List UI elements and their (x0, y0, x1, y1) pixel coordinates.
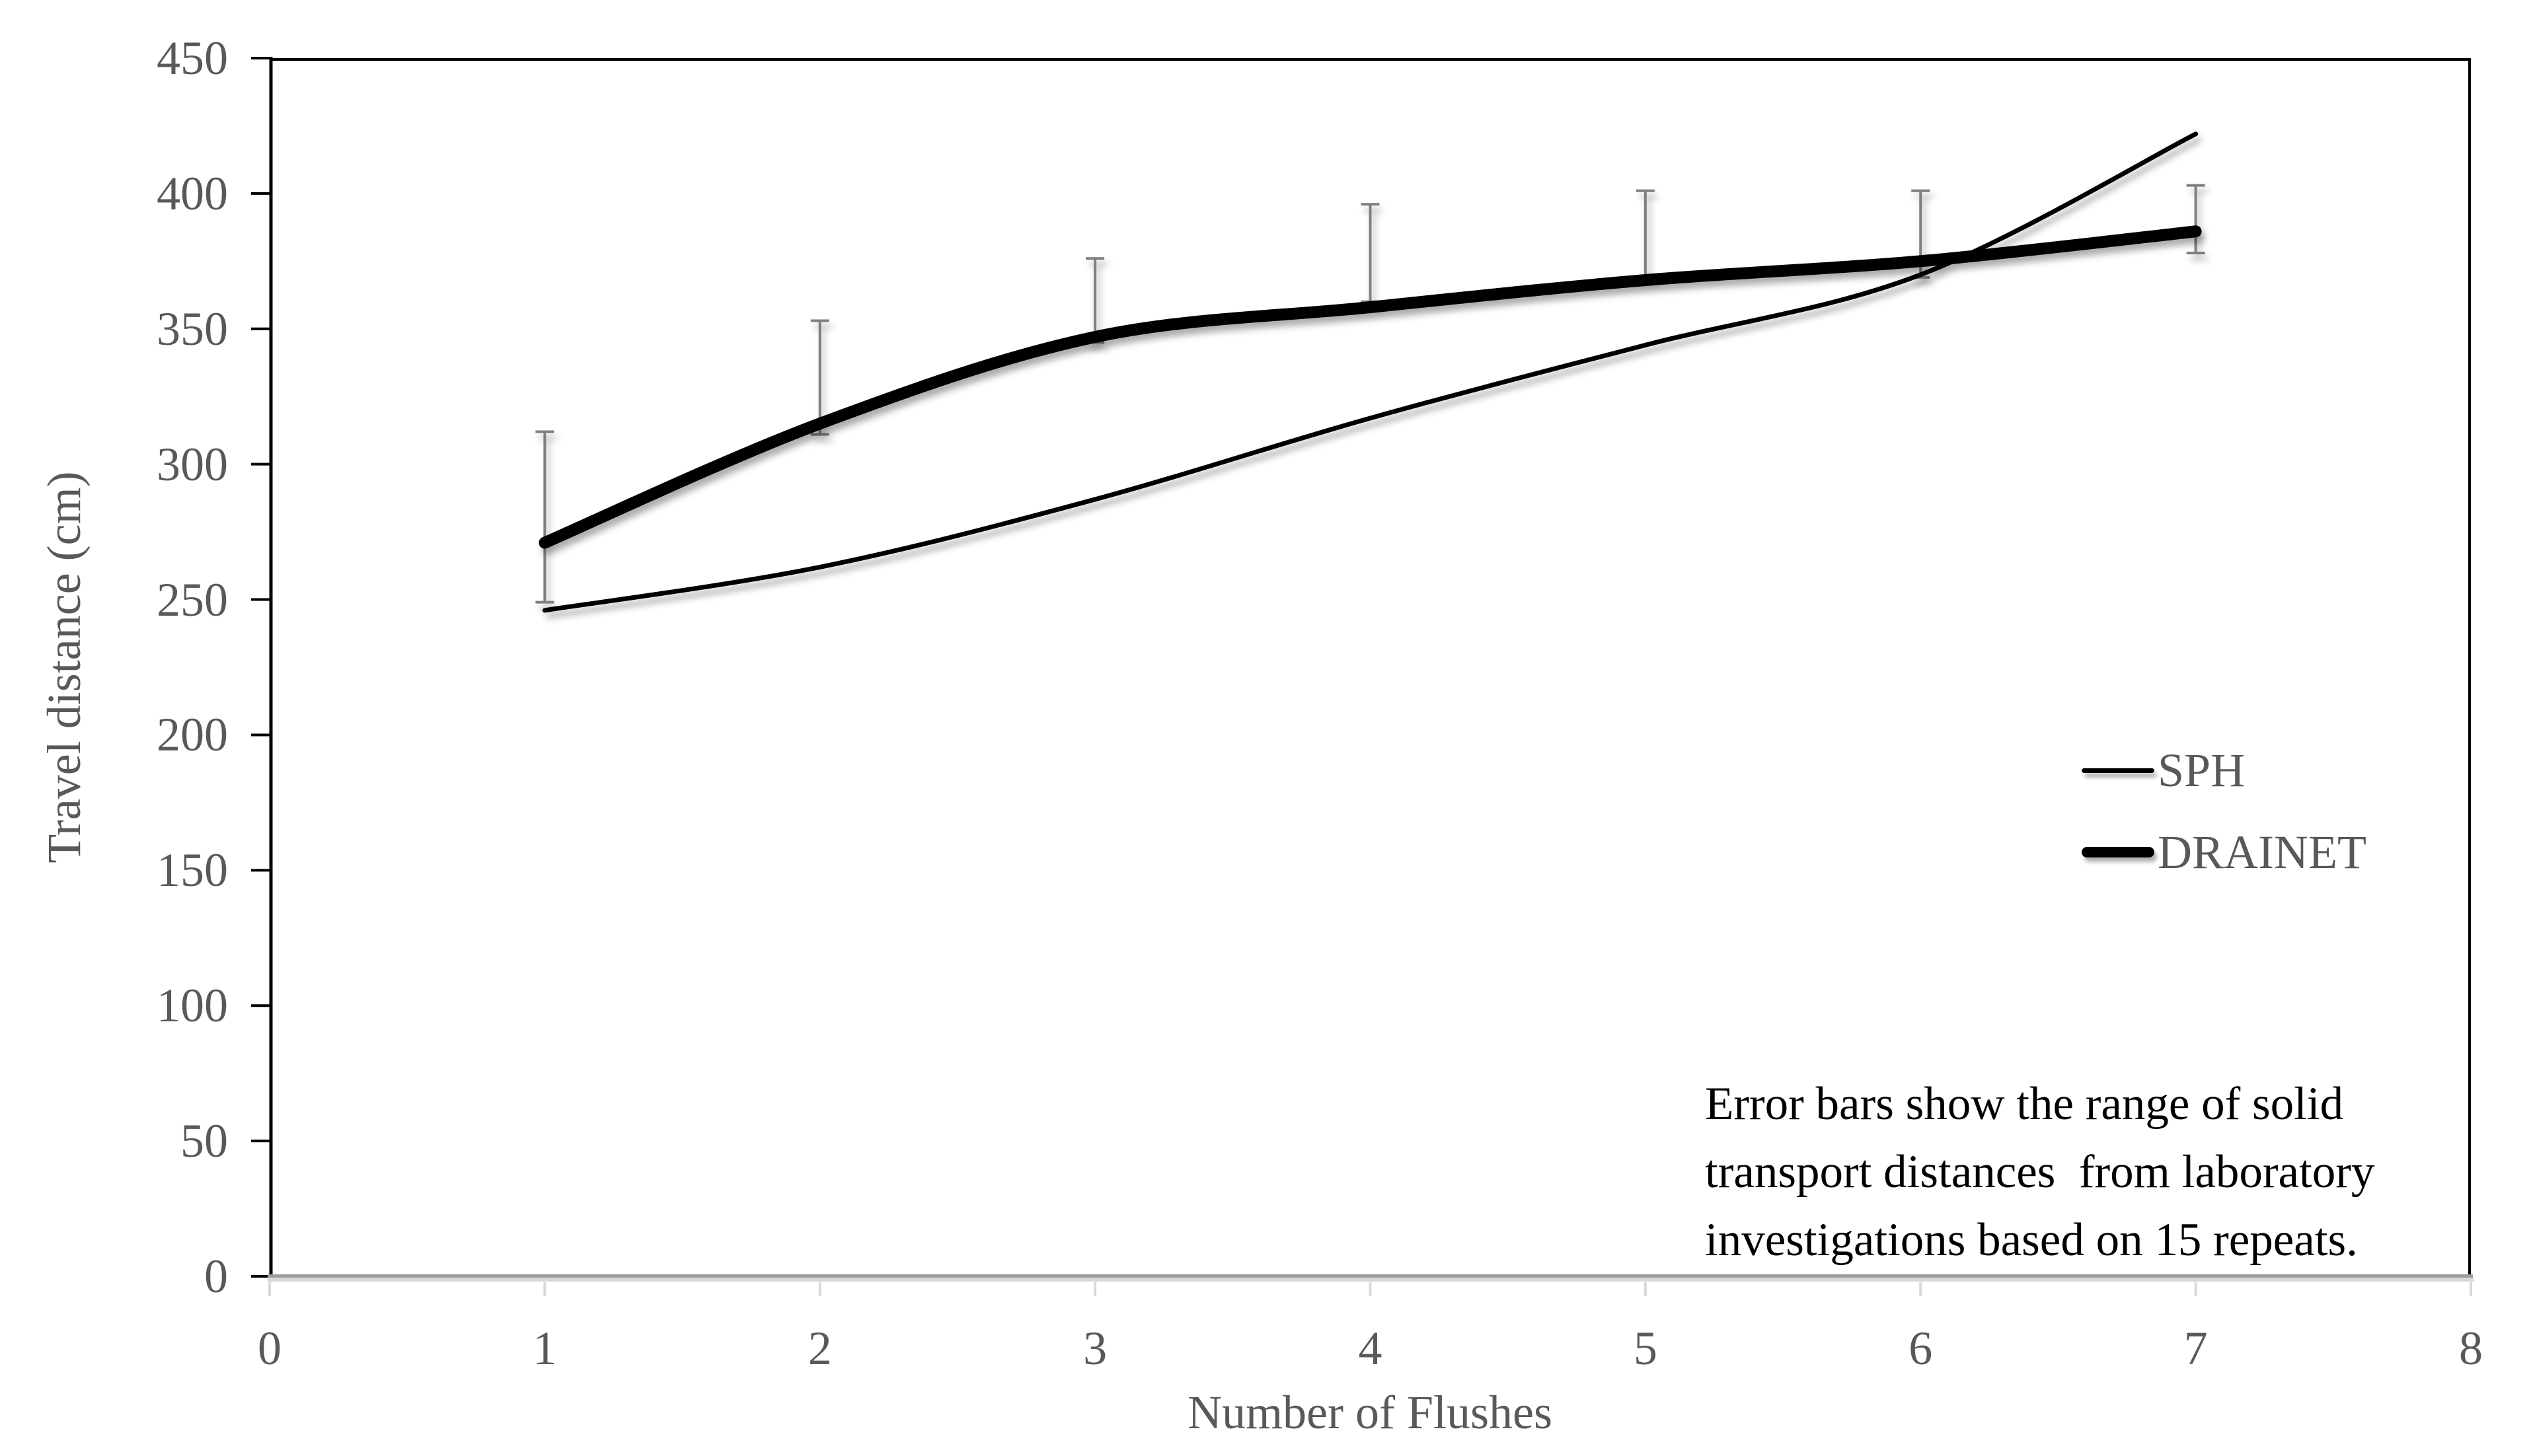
sph-legend-swatch (2082, 768, 2154, 773)
x-tick-label: 4 (1358, 1322, 1382, 1375)
drainet-legend-swatch (2082, 847, 2154, 857)
y-tick-label: 200 (157, 708, 228, 762)
x-tick-label: 6 (1909, 1322, 1933, 1375)
y-tick-label: 400 (157, 166, 228, 220)
error-bar (1636, 189, 1655, 279)
error-bar (810, 319, 829, 436)
annotation-line: investigations based on 15 repeats. (1705, 1214, 2358, 1266)
y-tick-label: 450 (157, 32, 228, 85)
y-tick-label: 150 (157, 844, 228, 897)
y-tick-label: 50 (180, 1114, 228, 1168)
x-tick-label: 5 (1633, 1322, 1657, 1375)
y-tick-label: 0 (204, 1250, 228, 1303)
sph-line (542, 131, 2199, 613)
x-tick-label: 8 (2459, 1322, 2483, 1375)
error-bar (535, 430, 554, 604)
legend-label: SPH (2158, 744, 2246, 797)
error-bar (1361, 203, 1380, 303)
y-axis-title: Travel distance (cm) (38, 471, 91, 863)
x-tick-label: 1 (533, 1322, 557, 1375)
x-axis-line-shadow (268, 1278, 2474, 1282)
x-axis-line (268, 1274, 2473, 1278)
y-tick-label: 250 (157, 573, 228, 626)
error-bar (1086, 257, 1105, 344)
legend-label: DRAINET (2158, 826, 2366, 879)
x-tick-label: 0 (258, 1322, 282, 1375)
x-tick-label: 7 (2183, 1322, 2208, 1375)
y-tick-label: 300 (157, 437, 228, 491)
x-tick-label: 2 (808, 1322, 832, 1375)
annotation-line: Error bars show the range of solid (1705, 1078, 2344, 1130)
legend-item-drainet: DRAINET (2082, 828, 2366, 876)
series-lines (539, 131, 2202, 613)
error-bar (1911, 189, 1930, 279)
error-bar (2186, 184, 2205, 255)
y-tick-label: 100 (157, 979, 228, 1033)
error-bars (535, 184, 2205, 604)
legend-item-sph: SPH (2082, 746, 2245, 794)
error-bar-annotation: Error bars show the range of solid transp… (1705, 1070, 2374, 1274)
annotation-line: transport distances from laboratory (1705, 1146, 2375, 1198)
y-tick-label: 350 (157, 302, 228, 355)
x-tick-label: 3 (1083, 1322, 1108, 1375)
drainet-line (539, 225, 2202, 549)
x-axis-title: Number of Flushes (1188, 1386, 1552, 1439)
